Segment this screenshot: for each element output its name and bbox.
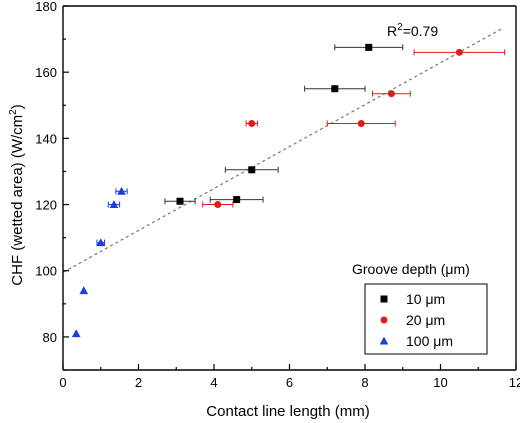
data-point-circle (455, 48, 463, 56)
x-tick-label: 8 (361, 375, 368, 390)
data-point-square (233, 196, 241, 204)
data-point-triangle (117, 186, 126, 195)
legend-title: Groove depth (μm) (352, 261, 470, 277)
legend: 10 μm 20 μm 100 μm (379, 291, 453, 349)
data-point-circle (248, 119, 256, 127)
legend-marker-square (380, 295, 388, 303)
x-axis-title: Contact line length (mm) (206, 403, 369, 420)
y-axis-title-main: CHF (wetted area) (W/cm (9, 115, 26, 286)
y-tick-label: 140 (35, 131, 57, 146)
x-tick-label: 12 (509, 375, 520, 390)
x-tick-label: 0 (59, 375, 66, 390)
fit-line (62, 28, 502, 273)
data-point-triangle (109, 200, 119, 209)
data-point-circle (387, 90, 395, 98)
legend-marker-triangle (379, 336, 389, 345)
y-axis-title: CHF (wetted area) (W/cm2) (8, 104, 26, 285)
data-point-triangle (71, 329, 81, 338)
legend-marker-circle (380, 316, 388, 324)
data-point-square (248, 166, 256, 174)
legend-label: 100 μm (406, 333, 453, 349)
data-point-square (176, 197, 184, 205)
data-point-triangle (79, 286, 89, 295)
legend-label: 10 μm (406, 291, 445, 307)
r-squared-annotation: R2=0.79 (387, 22, 438, 39)
data-point-circle (214, 201, 222, 209)
y-tick-label: 160 (35, 65, 57, 80)
data-point-circle (357, 119, 365, 127)
r-squared-r: R (387, 23, 397, 39)
y-axis-title-close: ) (9, 104, 26, 109)
y-axis-title-sup: 2 (8, 109, 19, 115)
y-tick-label: 80 (43, 330, 57, 345)
r-squared-value: =0.79 (403, 23, 439, 39)
y-tick-label: 100 (35, 264, 57, 279)
data-point-square (331, 85, 339, 93)
x-tick-label: 2 (135, 375, 142, 390)
y-tick-label: 180 (35, 0, 57, 14)
y-tick-label: 120 (35, 198, 57, 213)
data-point-square (365, 43, 373, 51)
data-point-triangle (96, 238, 106, 247)
legend-label: 20 μm (406, 312, 445, 328)
x-tick-label: 6 (286, 375, 293, 390)
r-squared-sup: 2 (397, 22, 403, 33)
x-tick-label: 10 (433, 375, 447, 390)
x-tick-label: 4 (210, 375, 217, 390)
